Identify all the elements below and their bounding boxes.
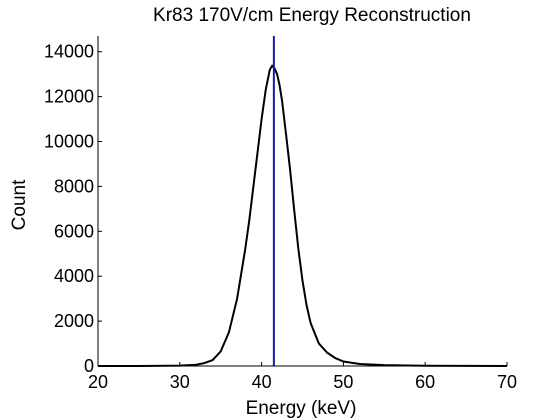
x-axis-label: Energy (keV) xyxy=(246,398,357,419)
y-tick-label: 14000 xyxy=(44,42,94,62)
series-line-0 xyxy=(98,64,508,367)
y-axis-label: Count xyxy=(9,179,30,230)
axes-layer: 20 30 40 50 60 70 0 2000 4000 6000 8000 10000 12000 1… xyxy=(44,36,517,392)
x-tick-label: 60 xyxy=(415,372,435,392)
x-tick-label: 30 xyxy=(170,372,190,392)
y-tick-label: 4000 xyxy=(54,266,94,286)
y-tick-label: 0 xyxy=(84,356,94,376)
y-tick-label: 2000 xyxy=(54,311,94,331)
x-tick-label: 50 xyxy=(333,372,353,392)
y-tick-label: 10000 xyxy=(44,132,94,152)
y-tick-label: 12000 xyxy=(44,87,94,107)
y-tick-label: 8000 xyxy=(54,176,94,196)
plot-data-layer xyxy=(98,36,508,367)
x-tick-label: 70 xyxy=(497,372,517,392)
chart-title: Kr83 170V/cm Energy Reconstruction xyxy=(153,5,471,26)
x-tick-label: 40 xyxy=(252,372,272,392)
x-tick-label: 20 xyxy=(88,372,108,392)
y-tick-label: 6000 xyxy=(54,221,94,241)
